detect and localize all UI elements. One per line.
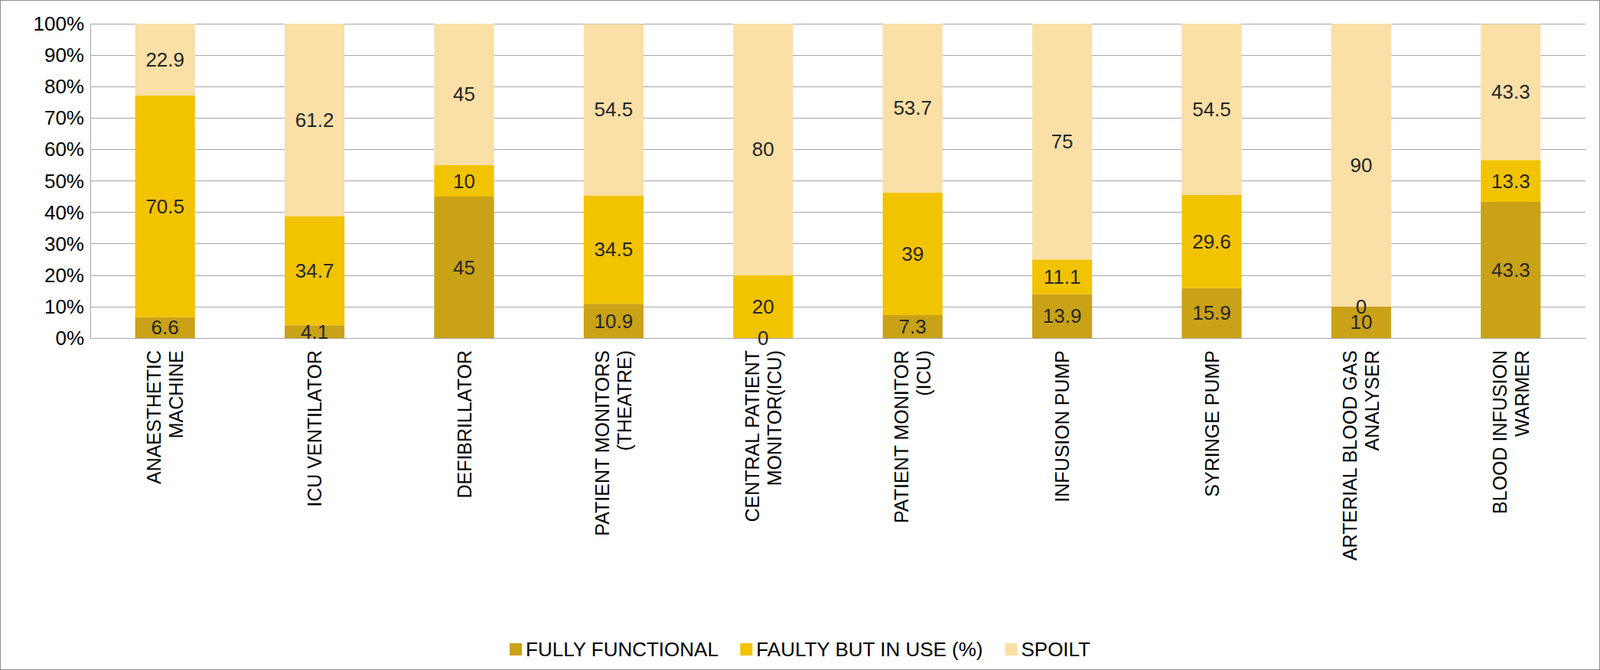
- svg-text:(ICU): (ICU): [912, 350, 935, 397]
- svg-text:70.5: 70.5: [145, 195, 185, 219]
- svg-text:13.9: 13.9: [1042, 304, 1082, 328]
- svg-text:11.1: 11.1: [1043, 265, 1082, 289]
- svg-text:43.3: 43.3: [1491, 80, 1531, 104]
- svg-text:54.5: 54.5: [594, 97, 634, 121]
- svg-text:10: 10: [452, 169, 476, 193]
- svg-text:INFUSION PUMP: INFUSION PUMP: [1051, 350, 1073, 503]
- svg-text:PATIENT MONITORS: PATIENT MONITORS: [591, 350, 613, 537]
- svg-text:ICU VENTILATOR: ICU VENTILATOR: [303, 350, 326, 508]
- svg-text:22.9: 22.9: [145, 48, 185, 72]
- svg-text:MONITOR(ICU): MONITOR(ICU): [763, 350, 786, 486]
- svg-text:CENTRAL PATIENT: CENTRAL PATIENT: [741, 350, 763, 523]
- svg-text:SYRINGE PUMP: SYRINGE PUMP: [1201, 350, 1223, 498]
- svg-text:34.7: 34.7: [295, 259, 335, 283]
- svg-text:PATIENT MONITOR: PATIENT MONITOR: [890, 350, 913, 524]
- svg-text:50%: 50%: [44, 169, 85, 193]
- svg-text:60%: 60%: [44, 137, 85, 161]
- svg-text:29.6: 29.6: [1192, 230, 1232, 254]
- svg-text:53.7: 53.7: [892, 96, 932, 120]
- svg-text:40%: 40%: [44, 201, 85, 225]
- svg-text:45: 45: [452, 82, 476, 106]
- svg-text:0%: 0%: [55, 326, 85, 350]
- svg-text:100%: 100%: [33, 12, 85, 36]
- svg-text:BLOOD INFUSION: BLOOD INFUSION: [1489, 350, 1511, 515]
- svg-text:90: 90: [1349, 153, 1372, 177]
- svg-text:0: 0: [1355, 295, 1367, 319]
- svg-text:15.9: 15.9: [1192, 301, 1232, 325]
- svg-text:20%: 20%: [44, 263, 85, 287]
- svg-text:34.5: 34.5: [594, 237, 634, 261]
- svg-text:80: 80: [752, 137, 775, 161]
- svg-text:MACHINE: MACHINE: [165, 350, 187, 439]
- svg-text:90%: 90%: [44, 43, 85, 67]
- svg-text:10: 10: [1350, 311, 1373, 335]
- svg-text:10.9: 10.9: [594, 309, 634, 333]
- svg-text:WARMER: WARMER: [1511, 350, 1533, 437]
- svg-text:FULLY FUNCTIONAL: FULLY FUNCTIONAL: [525, 638, 719, 662]
- svg-text:ANAESTHETIC: ANAESTHETIC: [143, 350, 165, 485]
- svg-text:SPOILT: SPOILT: [1020, 638, 1091, 662]
- svg-text:75: 75: [1051, 130, 1074, 154]
- svg-text:ARTERIAL BLOOD GAS: ARTERIAL BLOOD GAS: [1339, 350, 1361, 561]
- svg-text:FAULTY BUT IN USE (%): FAULTY BUT IN USE (%): [756, 638, 983, 662]
- svg-text:(THEATRE): (THEATRE): [613, 350, 636, 451]
- svg-text:7.3: 7.3: [899, 315, 927, 339]
- svg-text:43.3: 43.3: [1491, 258, 1531, 282]
- svg-text:13.3: 13.3: [1491, 169, 1531, 193]
- svg-text:0: 0: [757, 326, 769, 350]
- svg-text:70%: 70%: [44, 106, 85, 130]
- svg-text:61.2: 61.2: [295, 108, 335, 132]
- svg-text:4.1: 4.1: [300, 320, 329, 344]
- svg-text:6.6: 6.6: [151, 316, 180, 339]
- svg-text:45: 45: [452, 256, 476, 280]
- svg-text:DEFIBRILLATOR: DEFIBRILLATOR: [453, 350, 476, 499]
- svg-text:54.5: 54.5: [1192, 97, 1232, 121]
- svg-text:30%: 30%: [44, 232, 85, 256]
- svg-text:80%: 80%: [44, 74, 85, 98]
- svg-text:20: 20: [752, 295, 775, 319]
- svg-text:ANALYSER: ANALYSER: [1361, 350, 1383, 452]
- svg-text:39: 39: [901, 242, 924, 266]
- svg-text:10%: 10%: [44, 295, 85, 319]
